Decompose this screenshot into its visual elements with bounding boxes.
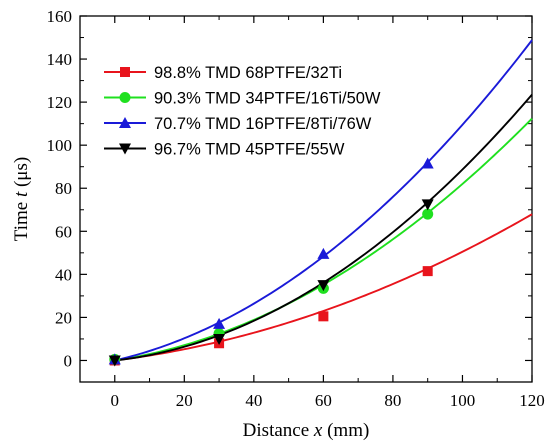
data-point-series-4 — [421, 199, 434, 211]
x-axis-title-var: x — [313, 420, 323, 441]
plot-frame — [79, 15, 533, 383]
y-axis-title-prefix: Time — [11, 197, 32, 241]
legend-marker — [119, 143, 131, 155]
legend-label: 90.3% TMD 34PTFE/16Ti/50W — [154, 90, 381, 108]
x-tick-label: 80 — [384, 391, 401, 410]
x-axis-title-prefix: Distance — [243, 420, 314, 441]
y-tick-label: 100 — [47, 136, 73, 155]
x-tick-label: 100 — [450, 391, 476, 410]
fit-curve-1 — [114, 213, 533, 362]
y-tick-label: 140 — [47, 50, 73, 69]
legend-label: 96.7% TMD 45PTFE/55W — [154, 141, 345, 159]
x-tick-label: 120 — [519, 391, 545, 410]
legend-marker — [119, 92, 131, 103]
data-point-series-2 — [422, 208, 434, 220]
data-point-series-3 — [213, 317, 226, 329]
legend-label: 98.8% TMD 68PTFE/32Ti — [154, 64, 342, 82]
legend-marker — [120, 67, 130, 77]
y-tick-label: 60 — [55, 222, 72, 241]
legend-label: 70.7% TMD 16PTFE/8Ti/76W — [154, 115, 372, 133]
y-tick-label: 20 — [55, 308, 72, 327]
data-point-series-1 — [422, 266, 433, 277]
y-tick-label: 40 — [55, 265, 72, 284]
data-point-series-3 — [421, 157, 434, 169]
y-tick-label: 80 — [55, 179, 72, 198]
y-axis-title-var: t — [11, 191, 32, 197]
x-tick-label: 60 — [315, 391, 332, 410]
data-point-series-4 — [317, 280, 330, 292]
y-axis-title: Time t (μs) — [11, 157, 32, 241]
legend-marker — [119, 117, 131, 128]
legend: 98.8% TMD 68PTFE/32Ti 90.3% TMD 34PTFE/16… — [104, 64, 381, 159]
data-point-series-1 — [318, 311, 329, 322]
y-tick-label: 160 — [47, 7, 73, 26]
data-point-series-4 — [213, 333, 226, 345]
x-axis-title: Distance x (mm) — [243, 420, 370, 441]
x-tick-label: 20 — [176, 391, 193, 410]
axis-ticks: 0 20 40 60 80 100 120 0 20 40 60 80 100 120 140 160 — [47, 7, 545, 410]
data-markers — [108, 157, 434, 367]
y-axis-title-unit: (μs) — [11, 157, 32, 192]
data-point-series-4 — [108, 355, 121, 367]
x-axis-title-unit: (mm) — [322, 420, 369, 441]
data-point-series-3 — [317, 247, 330, 259]
y-tick-label: 0 — [64, 351, 73, 370]
x-tick-label: 40 — [245, 391, 262, 410]
y-tick-label: 120 — [47, 93, 73, 112]
x-tick-label: 0 — [111, 391, 120, 410]
